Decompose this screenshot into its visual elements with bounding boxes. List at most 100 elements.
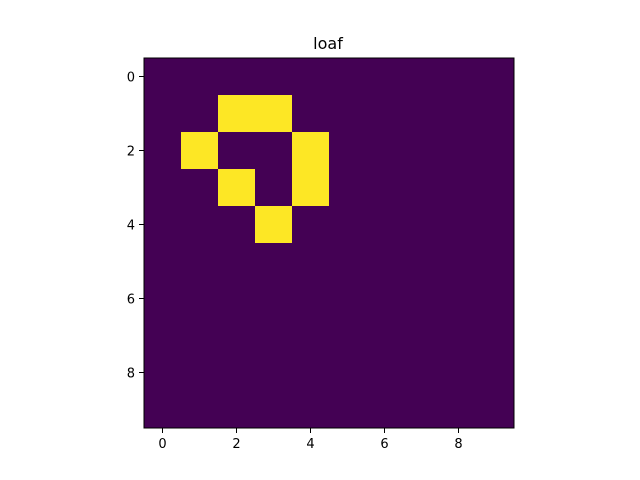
heatmap-cell-r4-c3 bbox=[255, 206, 293, 244]
heatmap-cell-r8-c6 bbox=[366, 354, 404, 392]
heatmap-cell-r2-c6 bbox=[366, 132, 404, 170]
heatmap-cell-r1-c1 bbox=[181, 95, 219, 133]
heatmap-cell-r0-c8 bbox=[440, 58, 478, 96]
heatmap-cell-r1-c4 bbox=[292, 95, 330, 133]
heatmap-cell-r4-c1 bbox=[181, 206, 219, 244]
heatmap-cell-r8-c9 bbox=[477, 354, 515, 392]
x-tick-label: 6 bbox=[380, 437, 388, 452]
heatmap-cell-r3-c2 bbox=[218, 169, 256, 207]
y-tick-label: 2 bbox=[127, 145, 135, 160]
heatmap-cell-r2-c2 bbox=[218, 132, 256, 170]
heatmap-cell-r3-c8 bbox=[440, 169, 478, 207]
heatmap-cell-r7-c4 bbox=[292, 317, 330, 355]
x-axis: 0 2 4 6 8 bbox=[158, 428, 463, 452]
heatmap-cell-r5-c8 bbox=[440, 243, 478, 281]
heatmap-cell-r2-c9 bbox=[477, 132, 515, 170]
heatmap-cell-r5-c6 bbox=[366, 243, 404, 281]
heatmap-cell-r9-c4 bbox=[292, 391, 330, 429]
heatmap-cell-r7-c1 bbox=[181, 317, 219, 355]
heatmap-cell-r9-c0 bbox=[144, 391, 182, 429]
heatmap-cell-r7-c6 bbox=[366, 317, 404, 355]
x-tick-label: 4 bbox=[306, 437, 314, 452]
heatmap-cell-r7-c5 bbox=[329, 317, 367, 355]
heatmap-cell-r1-c7 bbox=[403, 95, 441, 133]
heatmap-cell-r8-c2 bbox=[218, 354, 256, 392]
heatmap-cell-r8-c7 bbox=[403, 354, 441, 392]
heatmap-cell-r1-c8 bbox=[440, 95, 478, 133]
heatmap-cell-r6-c9 bbox=[477, 280, 515, 318]
heatmap-cell-r6-c0 bbox=[144, 280, 182, 318]
heatmap-cell-r6-c5 bbox=[329, 280, 367, 318]
heatmap-cell-r2-c0 bbox=[144, 132, 182, 170]
heatmap-cell-r9-c3 bbox=[255, 391, 293, 429]
heatmap-cell-r8-c4 bbox=[292, 354, 330, 392]
heatmap-cell-r5-c0 bbox=[144, 243, 182, 281]
y-tick-label: 4 bbox=[127, 219, 135, 234]
heatmap-cells bbox=[144, 58, 515, 429]
y-tick-label: 6 bbox=[127, 293, 135, 308]
y-axis: 0 2 4 6 8 bbox=[127, 71, 144, 382]
heatmap-cell-r7-c2 bbox=[218, 317, 256, 355]
heatmap-cell-r0-c7 bbox=[403, 58, 441, 96]
heatmap-cell-r5-c3 bbox=[255, 243, 293, 281]
heatmap-cell-r5-c7 bbox=[403, 243, 441, 281]
heatmap-cell-r2-c8 bbox=[440, 132, 478, 170]
heatmap-cell-r0-c2 bbox=[218, 58, 256, 96]
heatmap-cell-r7-c3 bbox=[255, 317, 293, 355]
heatmap-cell-r9-c5 bbox=[329, 391, 367, 429]
heatmap-cell-r5-c2 bbox=[218, 243, 256, 281]
heatmap-cell-r8-c8 bbox=[440, 354, 478, 392]
heatmap-cell-r8-c1 bbox=[181, 354, 219, 392]
heatmap-cell-r5-c5 bbox=[329, 243, 367, 281]
heatmap-cell-r1-c0 bbox=[144, 95, 182, 133]
heatmap-cell-r4-c4 bbox=[292, 206, 330, 244]
heatmap-cell-r9-c1 bbox=[181, 391, 219, 429]
heatmap-cell-r1-c6 bbox=[366, 95, 404, 133]
heatmap-cell-r1-c9 bbox=[477, 95, 515, 133]
heatmap-cell-r0-c4 bbox=[292, 58, 330, 96]
heatmap-cell-r9-c7 bbox=[403, 391, 441, 429]
heatmap-cell-r0-c5 bbox=[329, 58, 367, 96]
heatmap-cell-r5-c9 bbox=[477, 243, 515, 281]
heatmap-cell-r6-c3 bbox=[255, 280, 293, 318]
heatmap-cell-r6-c7 bbox=[403, 280, 441, 318]
heatmap-cell-r2-c5 bbox=[329, 132, 367, 170]
heatmap-cell-r6-c4 bbox=[292, 280, 330, 318]
heatmap-cell-r9-c6 bbox=[366, 391, 404, 429]
heatmap-cell-r4-c7 bbox=[403, 206, 441, 244]
heatmap-cell-r3-c3 bbox=[255, 169, 293, 207]
y-tick-label: 0 bbox=[127, 71, 135, 86]
heatmap-cell-r9-c8 bbox=[440, 391, 478, 429]
heatmap-cell-r3-c5 bbox=[329, 169, 367, 207]
heatmap-cell-r0-c1 bbox=[181, 58, 219, 96]
heatmap-cell-r9-c2 bbox=[218, 391, 256, 429]
heatmap-cell-r3-c6 bbox=[366, 169, 404, 207]
heatmap-cell-r0-c3 bbox=[255, 58, 293, 96]
heatmap-cell-r4-c6 bbox=[366, 206, 404, 244]
heatmap-cell-r3-c4 bbox=[292, 169, 330, 207]
heatmap-cell-r0-c6 bbox=[366, 58, 404, 96]
x-tick-label: 0 bbox=[158, 437, 166, 452]
heatmap-cell-r7-c7 bbox=[403, 317, 441, 355]
heatmap-cell-r3-c0 bbox=[144, 169, 182, 207]
heatmap-cell-r5-c1 bbox=[181, 243, 219, 281]
heatmap-cell-r3-c1 bbox=[181, 169, 219, 207]
heatmap-cell-r7-c0 bbox=[144, 317, 182, 355]
heatmap-cell-r0-c0 bbox=[144, 58, 182, 96]
heatmap-cell-r7-c8 bbox=[440, 317, 478, 355]
chart-title: loaf bbox=[313, 34, 343, 53]
heatmap-cell-r6-c2 bbox=[218, 280, 256, 318]
heatmap-cell-r7-c9 bbox=[477, 317, 515, 355]
heatmap-cell-r4-c5 bbox=[329, 206, 367, 244]
heatmap-cell-r1-c5 bbox=[329, 95, 367, 133]
heatmap-cell-r2-c1 bbox=[181, 132, 219, 170]
heatmap-cell-r2-c3 bbox=[255, 132, 293, 170]
heatmap-cell-r2-c4 bbox=[292, 132, 330, 170]
heatmap-cell-r1-c3 bbox=[255, 95, 293, 133]
heatmap-cell-r8-c5 bbox=[329, 354, 367, 392]
heatmap-cell-r0-c9 bbox=[477, 58, 515, 96]
heatmap-cell-r9-c9 bbox=[477, 391, 515, 429]
heatmap-cell-r3-c7 bbox=[403, 169, 441, 207]
heatmap-cell-r6-c8 bbox=[440, 280, 478, 318]
